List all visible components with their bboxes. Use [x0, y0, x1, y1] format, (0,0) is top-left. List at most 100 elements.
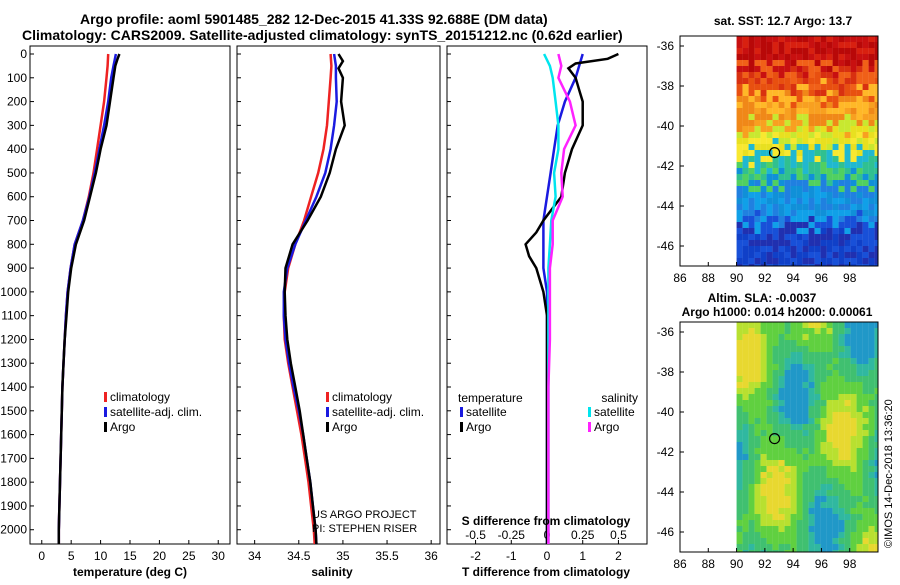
map-cell — [772, 454, 779, 460]
map-cell — [826, 228, 833, 234]
map-cell — [784, 490, 791, 496]
x-tick-label: 36 — [424, 549, 438, 563]
map-cell — [874, 430, 878, 436]
map-cell — [742, 132, 749, 138]
map-cell — [850, 358, 857, 364]
map-cell — [844, 520, 851, 526]
map-cell — [784, 180, 791, 186]
map-cell — [748, 264, 755, 266]
map-cell — [874, 538, 878, 544]
map-cell — [766, 382, 773, 388]
map-cell — [742, 150, 749, 156]
map-cell — [754, 376, 761, 382]
map-cell — [748, 54, 755, 60]
map-cell — [778, 322, 785, 328]
map-cell — [784, 514, 791, 520]
map-cell — [832, 460, 839, 466]
map-cell — [856, 210, 863, 216]
map-cell — [736, 204, 743, 210]
map-cell — [784, 550, 791, 552]
map-cell — [742, 448, 749, 454]
map-cell — [826, 132, 833, 138]
map-cell — [802, 502, 809, 508]
map-cell — [760, 252, 767, 258]
map-cell — [826, 436, 833, 442]
map-cell — [784, 216, 791, 222]
map-cell — [832, 210, 839, 216]
map-cell — [832, 442, 839, 448]
map-cell — [844, 60, 851, 66]
map-cell — [838, 508, 845, 514]
map-cell — [850, 60, 857, 66]
map-cell — [796, 532, 803, 538]
map-cell — [826, 78, 833, 84]
map-cell — [850, 388, 857, 394]
map-cell — [802, 252, 809, 258]
map-y-tick-label: -44 — [657, 485, 675, 499]
map-cell — [862, 222, 869, 228]
map-cell — [808, 550, 815, 552]
map-cell — [736, 328, 743, 334]
map-cell — [862, 234, 869, 240]
map-cell — [814, 352, 821, 358]
map-cell — [790, 240, 797, 246]
map-cell — [820, 346, 827, 352]
map-cell — [832, 382, 839, 388]
map-cell — [844, 108, 851, 114]
map-cell — [838, 538, 845, 544]
map-cell — [838, 376, 845, 382]
map-cell — [856, 466, 863, 472]
map-cell — [742, 328, 749, 334]
map-cell — [754, 180, 761, 186]
map-cell — [784, 346, 791, 352]
map-cell — [838, 502, 845, 508]
map-cell — [772, 538, 779, 544]
map-cell — [790, 36, 797, 42]
x-tick-label: 20 — [153, 549, 167, 563]
map-cell — [772, 526, 779, 532]
map-cell — [772, 478, 779, 484]
map-cell — [820, 364, 827, 370]
map-cell — [838, 496, 845, 502]
map-cell — [772, 156, 779, 162]
map-cell — [838, 168, 845, 174]
map-cell — [874, 72, 878, 78]
map-cell — [784, 334, 791, 340]
map-cell — [766, 204, 773, 210]
map-cell — [826, 156, 833, 162]
map-cell — [748, 204, 755, 210]
map-cell — [766, 96, 773, 102]
map-cell — [862, 240, 869, 246]
map-cell — [790, 102, 797, 108]
map-cell — [772, 198, 779, 204]
map-cell — [820, 204, 827, 210]
map-cell — [772, 60, 779, 66]
map-cell — [862, 496, 869, 502]
map-cell — [862, 90, 869, 96]
diff-line-salinity-argo — [547, 53, 577, 544]
map-cell — [832, 132, 839, 138]
map-cell — [772, 228, 779, 234]
map-cell — [844, 352, 851, 358]
map-cell — [802, 114, 809, 120]
map-cell — [844, 240, 851, 246]
map-cell — [814, 180, 821, 186]
map-cell — [748, 340, 755, 346]
map-cell — [844, 364, 851, 370]
map-cell — [778, 376, 785, 382]
map-cell — [742, 472, 749, 478]
map-cell — [778, 514, 785, 520]
map-cell — [808, 234, 815, 240]
map-cell — [736, 430, 743, 436]
map-x-tick-label: 86 — [673, 557, 687, 571]
map-cell — [796, 400, 803, 406]
map-cell — [748, 382, 755, 388]
map-cell — [748, 388, 755, 394]
map-cell — [826, 538, 833, 544]
map-cell — [874, 346, 878, 352]
map-cell — [814, 252, 821, 258]
map-cell — [790, 150, 797, 156]
map-cell — [736, 454, 743, 460]
map-cell — [784, 108, 791, 114]
map-cell — [772, 406, 779, 412]
